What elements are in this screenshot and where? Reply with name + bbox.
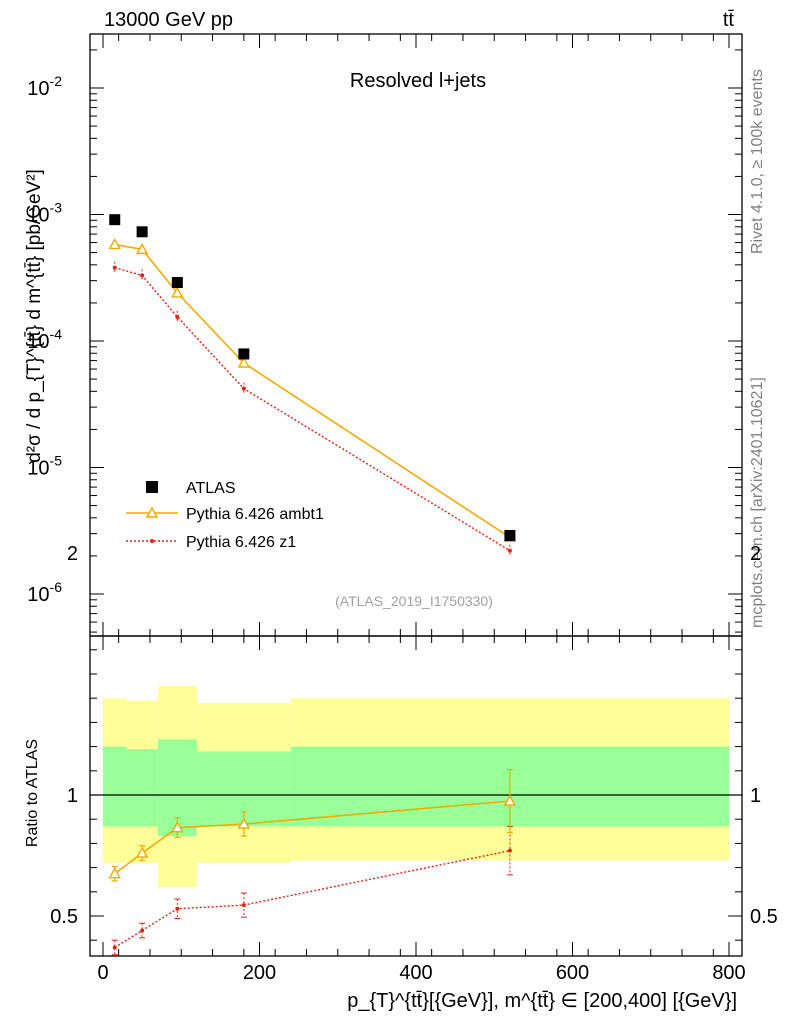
x-axis-label: p_{T}^{tt̄}[{GeV}], m^{tt̄} ∈ [200,400] … [347,990,737,1012]
x-tick-label: 600 [556,962,589,984]
uncertainty-band-inner [126,749,158,827]
main-y-axis-label: d²σ / d p_{T}^{tt̄} d m^{tt̄} [pb/GeV²] [24,169,45,463]
legend-label: Pythia 6.426 ambt1 [186,506,324,523]
x-tick-label: 800 [712,962,745,984]
y-tick-label: 10-6 [27,579,62,606]
data-point-atlas [171,277,183,289]
y-tick-label: 10-4 [27,326,62,353]
mcplots-source-label: mcplots.cern.ch [arXiv:2401.10621] [749,377,766,628]
x-tick-label: 400 [399,962,432,984]
y-tick-label: 10-5 [27,453,62,480]
data-point-z1 [140,273,145,278]
energy-label: 13000 GeV pp [104,9,233,31]
data-point-z1 [241,386,246,391]
rivet-version-label: Rivet 4.1.0, ≥ 100k events [749,69,766,254]
analysis-id-label: (ATLAS_2019_I1750330) [335,593,493,609]
ratio-point-z1 [175,906,180,911]
series-line-ambt1 [114,243,511,539]
legend-label: ATLAS [186,480,236,497]
data-point-atlas [238,348,250,360]
data-point-atlas [136,226,148,238]
ratio-y-tick-label-right: 0.5 [750,906,778,928]
ratio-point-z1 [241,903,246,908]
data-point-ambt1 [108,237,121,250]
ratio-point-ambt1 [108,867,121,879]
data-point-atlas [109,214,121,226]
uncertainty-band-inner [103,746,127,827]
ratio-point-z1 [140,928,145,933]
ratio-point-ambt1 [135,846,149,858]
ratio-point-ambt1 [503,794,517,806]
data-point-z1 [175,314,180,319]
data-point-z1 [112,265,117,270]
y-tick-label: 10-2 [27,73,62,100]
ratio-y-axis-label: Ratio to ATLAS [24,739,41,847]
y-tick-label: 10-3 [27,200,62,227]
plot-title: Resolved l+jets [350,70,486,92]
data-point-z1 [507,548,512,553]
ratio-y-tick-label: 2 [67,543,78,565]
legend: ATLAS Pythia 6.426 ambt1 Pythia 6.426 z1 [126,480,324,551]
ratio-point-ambt1 [237,817,251,829]
ratio-plot-panel: 0.5 0.5 1 1 2 2 0 200 400 600 800 Ratio to ATLAS p… [24,543,778,1012]
data-point-atlas [504,530,516,542]
ratio-y-tick-label: 1 [67,785,78,807]
legend-marker-z1 [150,539,154,543]
ratio-point-z1 [507,848,512,853]
legend-marker-atlas [146,481,158,493]
series-line-z1 [114,266,511,552]
process-label: tt̄ [723,9,735,31]
data-point-ambt1 [135,242,149,255]
main-plot-panel: Resolved l+jets (ATLAS_2019_I1750330) d²… [24,33,743,637]
data-point-ambt1 [171,286,184,298]
x-tick-label: 200 [243,962,276,984]
ratio-y-tick-label: 0.5 [50,906,78,928]
ratio-y-tick-label-right: 2 [750,543,761,565]
x-tick-label: 0 [97,962,108,984]
ratio-y-tick-label-right: 1 [750,785,761,807]
ratio-point-z1 [112,945,117,950]
ratio-point-ambt1 [171,821,184,833]
legend-label: Pythia 6.426 z1 [186,534,296,551]
legend-marker-ambt1 [145,506,159,518]
data-point-ambt1 [237,356,251,368]
